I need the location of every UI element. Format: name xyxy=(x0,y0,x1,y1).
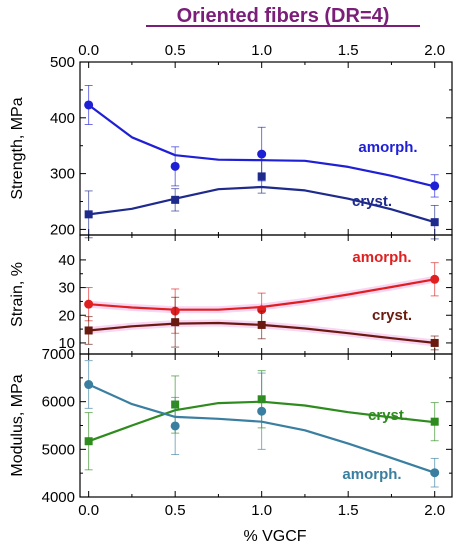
x-tick-label-top: 1.5 xyxy=(338,42,359,59)
y-tick-label: 30 xyxy=(58,280,75,297)
series-label: amorph. xyxy=(352,249,411,266)
y-tick-label: 10 xyxy=(58,335,75,352)
y-axis-label: Strain, % xyxy=(9,262,26,327)
y-tick-label: 40 xyxy=(58,252,75,269)
data-point xyxy=(257,320,266,329)
data-point xyxy=(84,210,93,219)
data-point xyxy=(84,326,93,335)
y-tick-label: 7000 xyxy=(42,346,75,363)
series-amorph-3: amorph. xyxy=(84,360,440,488)
data-point xyxy=(430,181,440,191)
series-cryst-3: cryst. xyxy=(84,370,439,471)
y-tick-label: 5000 xyxy=(42,441,75,458)
data-point xyxy=(430,338,439,347)
x-axis-label: % VGCF xyxy=(243,528,306,545)
x-tick-label: 1.0 xyxy=(251,502,272,519)
data-point xyxy=(84,380,94,390)
data-point xyxy=(430,274,440,284)
data-point xyxy=(170,421,180,431)
data-point xyxy=(84,437,93,446)
series-cryst-1: cryst. xyxy=(84,159,439,240)
data-point xyxy=(257,149,267,159)
x-tick-label-top: 0.5 xyxy=(165,42,186,59)
x-tick-label: 1.5 xyxy=(338,502,359,519)
data-point xyxy=(257,406,267,416)
y-tick-label: 300 xyxy=(50,166,75,183)
data-point xyxy=(84,100,94,110)
x-tick-label-top: 0.0 xyxy=(78,42,99,59)
y-tick-label: 6000 xyxy=(42,394,75,411)
series-label: amorph. xyxy=(358,139,417,156)
y-tick-label: 400 xyxy=(50,110,75,127)
series-label: amorph. xyxy=(342,466,401,483)
panel-2: 10 20 30 40 Strain, % amorph. cryst. xyxy=(9,234,453,355)
panel-3: 4000 5000 6000 7000 Modulus, MPa cryst. amorph… xyxy=(9,346,453,506)
data-point xyxy=(257,305,267,315)
x-tick-label: 2.0 xyxy=(424,502,445,519)
data-point xyxy=(257,172,266,181)
x-tick-label-top: 1.0 xyxy=(251,42,272,59)
series-cryst-2: cryst. xyxy=(84,296,439,351)
data-point xyxy=(430,468,440,478)
series-label: cryst. xyxy=(368,407,408,424)
y-axis-label: Modulus, MPa xyxy=(9,374,26,476)
panel-1: 200 300 400 500 Strength, MPa amorph. cryst. xyxy=(9,54,453,240)
y-tick-label: 500 xyxy=(50,54,75,71)
x-tick-label: 0.5 xyxy=(165,502,186,519)
data-point xyxy=(430,417,439,426)
y-tick-label: 20 xyxy=(58,307,75,324)
y-axis-label: Strength, MPa xyxy=(9,97,26,199)
x-tick-label: 0.0 xyxy=(78,502,99,519)
y-tick-label: 4000 xyxy=(42,489,75,506)
data-point xyxy=(84,299,94,309)
x-tick-label-top: 2.0 xyxy=(424,42,445,59)
data-point xyxy=(430,218,439,227)
chart-title: Oriented fibers (DR=4) xyxy=(177,5,390,27)
y-tick-label: 200 xyxy=(50,221,75,238)
series-amorph-2: amorph. xyxy=(84,249,440,334)
data-point xyxy=(171,195,180,204)
series-label: cryst. xyxy=(372,307,412,324)
data-point xyxy=(171,318,180,327)
data-point xyxy=(170,161,180,171)
series-label: cryst. xyxy=(352,193,392,210)
